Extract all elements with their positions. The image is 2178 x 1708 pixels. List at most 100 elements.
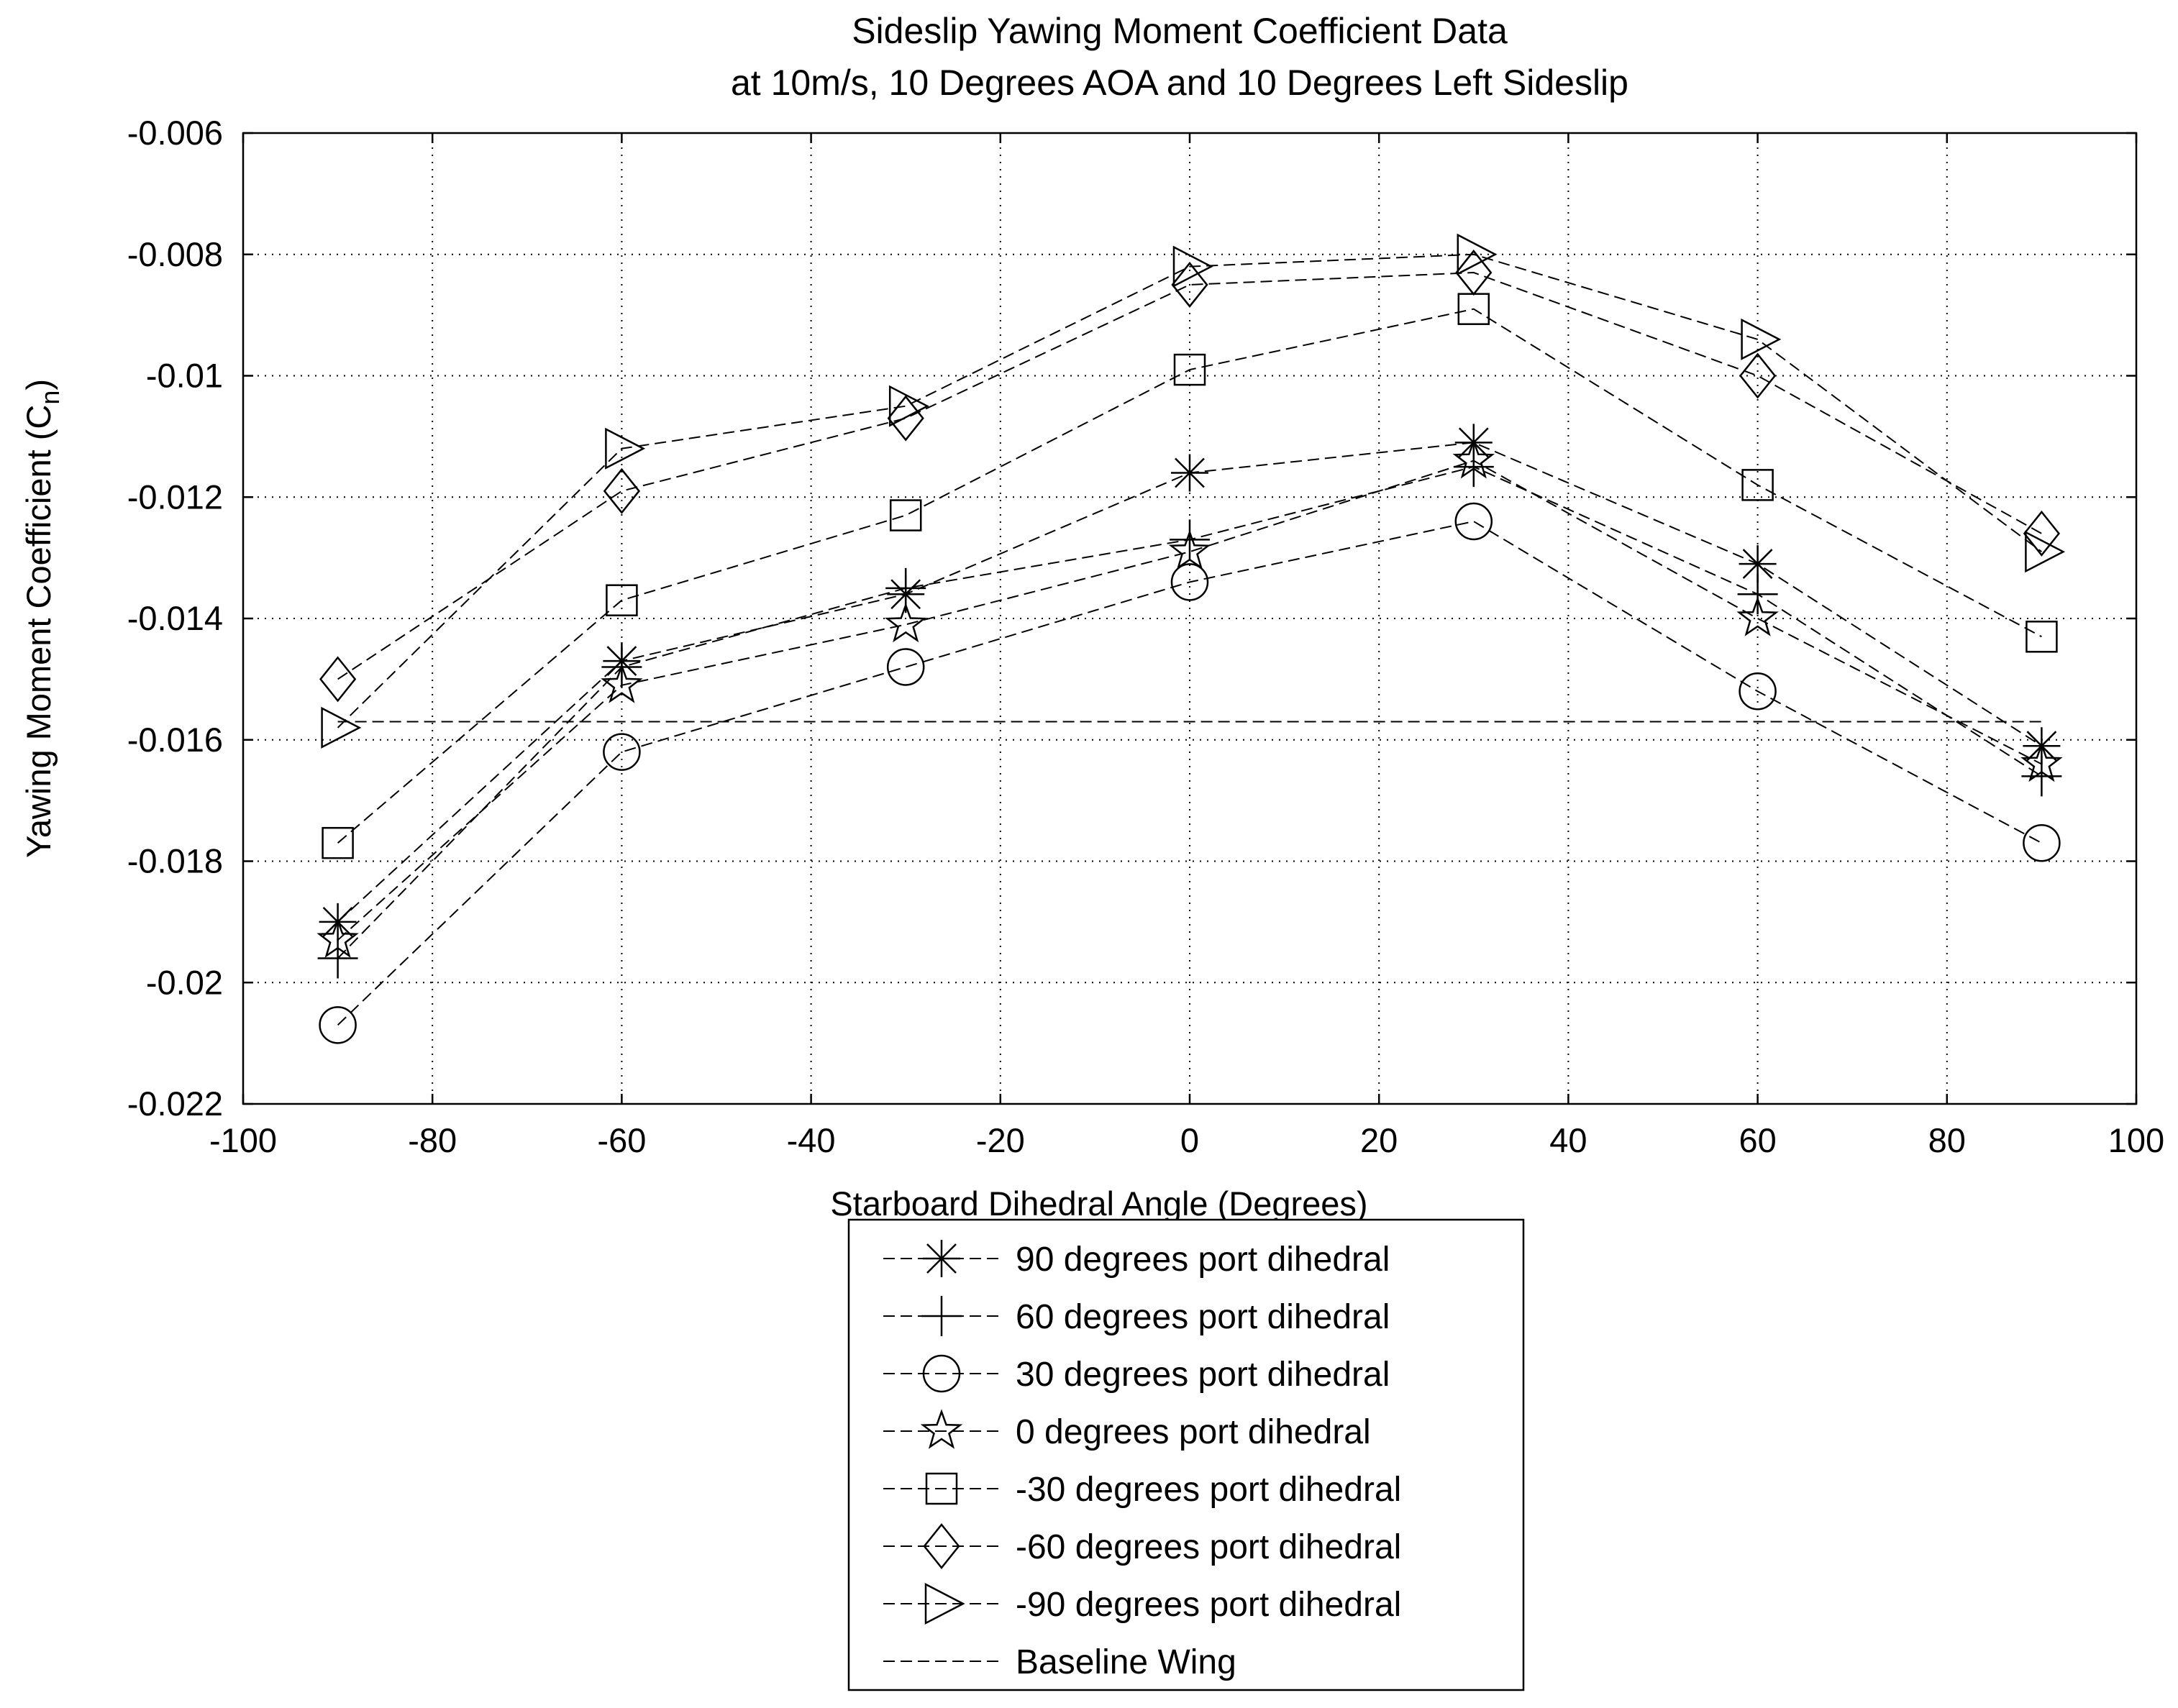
- legend-box: [847, 1218, 1525, 1691]
- legend-item: 90 degrees port dihedral: [883, 1240, 1390, 1279]
- x-tick-label: -60: [597, 1121, 646, 1159]
- legend-label: 30 degrees port dihedral: [1016, 1356, 1390, 1394]
- data-point-marker: [1170, 563, 1209, 601]
- series-line: [337, 460, 2042, 941]
- y-tick-label: -0.006: [127, 114, 223, 152]
- data-point-marker: [1168, 529, 1211, 570]
- data-point-marker: [888, 385, 929, 427]
- data-point-marker: [1171, 454, 1208, 492]
- data-point-marker: [317, 938, 358, 979]
- data-point-marker: [1454, 502, 1493, 541]
- x-tick-label: -100: [209, 1121, 277, 1159]
- legend-label: -30 degrees port dihedral: [1016, 1471, 1401, 1509]
- data-point-marker: [1737, 574, 1778, 615]
- data-point-marker: [2025, 531, 2066, 573]
- legend-label: 90 degrees port dihedral: [1016, 1241, 1390, 1279]
- data-point-marker: [606, 584, 638, 616]
- data-point-marker: [1173, 353, 1206, 386]
- data-point-marker: [2020, 741, 2063, 782]
- legend-marker: [924, 1582, 965, 1625]
- axis-ticks: [242, 132, 2138, 1105]
- y-tick-label: -0.022: [127, 1084, 223, 1123]
- data-point-marker: [1170, 519, 1210, 560]
- data-point-marker: [319, 656, 357, 703]
- data-point-marker: [884, 602, 927, 643]
- y-axis-tick-labels: -0.022 -0.02 -0.018 -0.016 -0.014 -0.012 -0.01…: [127, 114, 223, 1123]
- data-point-marker: [2023, 510, 2061, 557]
- x-axis-tick-labels: -100 -80 -60 -40 -20 0 20 40 60 80 100: [209, 1121, 2164, 1159]
- series-2: [319, 502, 2061, 1044]
- x-tick-label: -40: [787, 1121, 836, 1159]
- data-point-marker: [322, 826, 354, 859]
- y-tick-label: -0.01: [146, 357, 223, 395]
- y-axis-label-subscript: n: [35, 391, 65, 405]
- data-point-marker: [1736, 596, 1779, 636]
- data-point-marker: [321, 706, 362, 749]
- data-point-marker: [2026, 621, 2058, 653]
- x-tick-label: 20: [1360, 1121, 1398, 1159]
- x-tick-label: 60: [1739, 1121, 1776, 1159]
- data-point-marker: [1171, 261, 1208, 308]
- data-point-marker: [1739, 672, 1777, 711]
- data-point-marker: [603, 467, 641, 514]
- data-point-marker: [1453, 447, 1494, 488]
- y-tick-label: -0.016: [127, 721, 223, 759]
- series-4: [322, 293, 2058, 859]
- data-point-marker: [2021, 756, 2062, 797]
- legend-marker: [920, 1409, 963, 1449]
- series-0: [319, 424, 2061, 941]
- data-point-marker: [1172, 245, 1213, 288]
- data-point-marker: [2023, 823, 2061, 862]
- data-point-marker: [886, 648, 925, 686]
- legend-label: 60 degrees port dihedral: [1016, 1298, 1390, 1336]
- data-point-marker: [1741, 469, 1774, 501]
- data-point-marker: [316, 918, 359, 958]
- legend-label: -60 degrees port dihedral: [1016, 1528, 1401, 1566]
- legend-label: Baseline Wing: [1016, 1643, 1236, 1681]
- series-line: [337, 253, 2042, 729]
- legend-label: -90 degrees port dihedral: [1016, 1586, 1401, 1624]
- legend-item: -60 degrees port dihedral: [883, 1522, 1401, 1570]
- series-6: [321, 233, 2066, 749]
- legend-item: 0 degrees port dihedral: [883, 1409, 1371, 1451]
- legend-marker: [921, 1296, 962, 1336]
- x-tick-label: -20: [976, 1121, 1025, 1159]
- y-tick-label: -0.012: [127, 478, 223, 516]
- x-tick-label: 80: [1928, 1121, 1966, 1159]
- series-line: [337, 308, 2042, 844]
- data-point-marker: [1457, 233, 1498, 275]
- chart-title: Sideslip Yawing Moment Coefficient Data: [852, 11, 1508, 51]
- data-point-marker: [1741, 318, 1782, 360]
- y-tick-label: -0.02: [146, 963, 223, 1001]
- y-tick-label: -0.018: [127, 842, 223, 880]
- data-point-marker: [601, 663, 643, 703]
- data-point-marker: [605, 427, 646, 470]
- legend-marker: [923, 1522, 960, 1570]
- x-axis-label: Starboard Dihedral Angle (Degrees): [830, 1184, 1367, 1223]
- series-layer: [316, 233, 2066, 1044]
- series-3: [316, 438, 2063, 958]
- legend-marker: [922, 1354, 961, 1393]
- legend: 90 degrees port dihedral 60 degrees port …: [847, 1218, 1525, 1691]
- x-tick-label: 0: [1180, 1121, 1199, 1159]
- series-5: [319, 250, 2061, 703]
- series-line: [337, 520, 2042, 1026]
- data-point-marker: [319, 1006, 357, 1044]
- data-point-marker: [1739, 545, 1777, 583]
- data-point-marker: [889, 499, 922, 531]
- data-point-marker: [1455, 250, 1493, 296]
- data-point-marker: [885, 567, 926, 608]
- y-tick-label: -0.008: [127, 235, 223, 273]
- y-axis-label: Yawing Moment Coefficient (Cn): [19, 379, 65, 858]
- legend-item: 60 degrees port dihedral: [883, 1296, 1390, 1336]
- legend-marker: [923, 1240, 960, 1277]
- data-point-marker: [603, 733, 641, 771]
- chart-subtitle: at 10m/s, 10 Degrees AOA and 10 Degrees …: [731, 63, 1628, 103]
- y-axis-label-close: ): [19, 379, 58, 391]
- y-tick-label: -0.014: [127, 599, 223, 637]
- x-tick-label: 40: [1549, 1121, 1587, 1159]
- data-point-marker: [1452, 438, 1495, 479]
- legend-item: -90 degrees port dihedral: [883, 1582, 1401, 1625]
- y-axis-label-main: Yawing Moment Coefficient (C: [19, 405, 58, 858]
